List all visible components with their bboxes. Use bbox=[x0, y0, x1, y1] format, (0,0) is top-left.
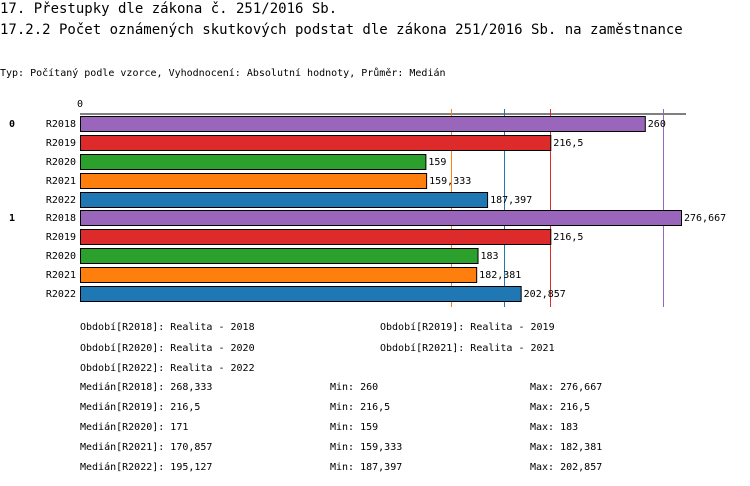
bar-value-label: 202,857 bbox=[524, 289, 566, 300]
bar-value-label: 276,667 bbox=[684, 213, 726, 224]
bar-value-label: 182,381 bbox=[479, 270, 521, 281]
legend-entry-r2022: Období[R2022]: Realita - 2022 bbox=[80, 363, 255, 374]
stat-max: Max: 182,381 bbox=[530, 442, 603, 453]
bar bbox=[80, 267, 478, 283]
stat-min: Min: 187,397 bbox=[330, 462, 403, 473]
bar-value-label: 216,5 bbox=[553, 232, 583, 243]
bar bbox=[80, 210, 682, 226]
bar bbox=[80, 192, 489, 208]
bar-value-label: 216,5 bbox=[553, 138, 583, 149]
stat-median: Medián[R2020]: 171 bbox=[80, 422, 189, 433]
stat-max: Max: 183 bbox=[530, 422, 579, 433]
bar bbox=[80, 173, 428, 189]
group-label: 1 bbox=[9, 213, 15, 224]
stat-max: Max: 202,857 bbox=[530, 462, 603, 473]
legend-entry-r2019: Období[R2019]: Realita - 2019 bbox=[380, 322, 555, 333]
bar-value-label: 159,333 bbox=[429, 176, 471, 187]
stat-min: Min: 159 bbox=[330, 422, 379, 433]
legend-entry-r2021: Období[R2021]: Realita - 2021 bbox=[380, 343, 555, 354]
legend-entry-r2018: Období[R2018]: Realita - 2018 bbox=[80, 322, 255, 333]
bar-category-label: R2019 bbox=[46, 138, 76, 149]
bar-value-label: 159 bbox=[428, 157, 446, 168]
bar-category-label: R2021 bbox=[46, 176, 76, 187]
bar bbox=[80, 229, 552, 245]
bar-value-label: 260 bbox=[648, 119, 666, 130]
bar bbox=[80, 248, 479, 264]
chart-type-line: Typ: Počítaný podle vzorce, Vyhodnocení:… bbox=[0, 68, 446, 79]
stat-median: Medián[R2018]: 268,333 bbox=[80, 382, 213, 393]
chart-subtitle: 17.2.2 Počet oznámených skutkových podst… bbox=[0, 22, 683, 38]
bar-category-label: R2022 bbox=[46, 195, 76, 206]
bar-category-label: R2022 bbox=[46, 289, 76, 300]
legend-entry-r2020: Období[R2020]: Realita - 2020 bbox=[80, 343, 255, 354]
bar-category-label: R2018 bbox=[46, 119, 76, 130]
bar bbox=[80, 135, 552, 151]
bar-category-label: R2020 bbox=[46, 251, 76, 262]
stat-min: Min: 159,333 bbox=[330, 442, 403, 453]
bar-value-label: 183 bbox=[481, 251, 499, 262]
bar bbox=[80, 116, 646, 132]
stat-median: Medián[R2019]: 216,5 bbox=[80, 402, 201, 413]
bar-category-label: R2019 bbox=[46, 232, 76, 243]
stat-max: Max: 216,5 bbox=[530, 402, 591, 413]
bar-value-label: 187,397 bbox=[490, 195, 532, 206]
bar bbox=[80, 286, 522, 302]
bar-category-label: R2020 bbox=[46, 157, 76, 168]
stat-min: Min: 260 bbox=[330, 382, 379, 393]
page-title: 17. Přestupky dle zákona č. 251/2016 Sb. bbox=[0, 1, 338, 17]
bar-category-label: R2021 bbox=[46, 270, 76, 281]
stat-median: Medián[R2021]: 170,857 bbox=[80, 442, 213, 453]
x-axis-zero-label: 0 bbox=[77, 99, 83, 110]
stat-max: Max: 276,667 bbox=[530, 382, 603, 393]
group-label: 0 bbox=[9, 119, 15, 130]
bar-category-label: R2018 bbox=[46, 213, 76, 224]
bar bbox=[80, 154, 427, 170]
stat-min: Min: 216,5 bbox=[330, 402, 391, 413]
stat-median: Medián[R2022]: 195,127 bbox=[80, 462, 213, 473]
